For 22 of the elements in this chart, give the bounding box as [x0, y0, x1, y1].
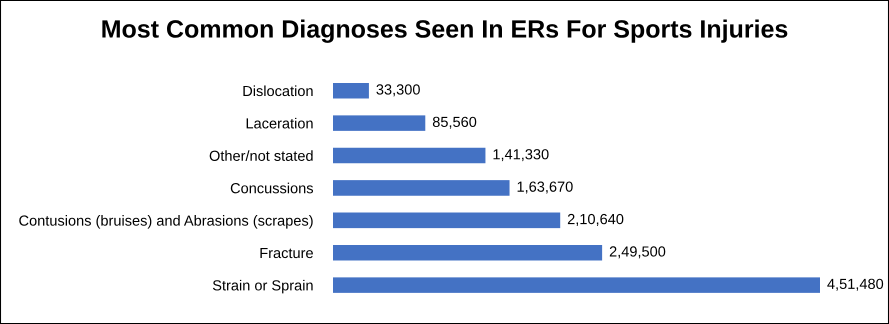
- data-label: 33,300: [376, 84, 420, 96]
- y-tick-label: Laceration: [246, 118, 313, 129]
- bar: [333, 148, 486, 164]
- data-label: 1,41,330: [494, 149, 549, 162]
- data-label: 4,51,480: [827, 278, 884, 291]
- bar: [333, 115, 426, 131]
- bar: [333, 244, 602, 260]
- data-label: 2,10,640: [568, 214, 624, 226]
- y-tick-label: Dislocation: [243, 85, 313, 96]
- y-tick-label: Concussions: [230, 182, 314, 194]
- y-tick-label: Other/not stated: [210, 150, 313, 161]
- data-label: 1,63,670: [518, 182, 573, 194]
- bar: [333, 180, 510, 196]
- y-tick-label: Fracture: [260, 248, 313, 258]
- y-tick-label: Strain or Sprain: [212, 280, 313, 294]
- data-label: 2,49,500: [610, 246, 666, 258]
- data-label: 85,560: [432, 116, 476, 129]
- y-tick-label: Contusions (bruises) and Abrasions (scrapes): [19, 215, 313, 229]
- bar: [333, 277, 820, 293]
- bar: [333, 212, 560, 228]
- chart-title: Most Common Diagnoses Seen In ERs For Sports Injuries: [102, 19, 788, 43]
- bar: [333, 82, 369, 98]
